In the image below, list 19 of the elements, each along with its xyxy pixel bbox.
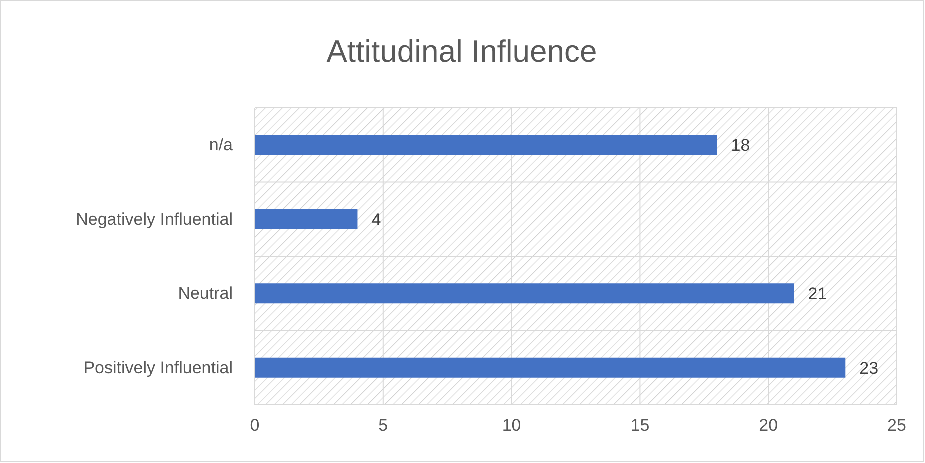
bar <box>255 284 794 304</box>
bar <box>255 135 718 156</box>
y-tick-label: Positively Influential <box>84 358 233 378</box>
x-tick-label: 0 <box>250 416 260 436</box>
y-tick-label: Negatively Influential <box>76 210 233 229</box>
x-tick-label: 5 <box>378 416 388 436</box>
bar <box>255 209 358 230</box>
x-tick-label: 20 <box>759 416 778 436</box>
data-label: 21 <box>808 284 828 304</box>
x-tick-label: 25 <box>888 416 906 436</box>
chart-title: Attitudinal Influence <box>326 34 598 69</box>
y-tick-label: n/a <box>209 136 234 155</box>
data-label: 23 <box>860 358 879 378</box>
x-tick-label: 15 <box>630 416 650 436</box>
x-tick-label: 10 <box>502 416 522 436</box>
bar <box>255 358 846 378</box>
data-label: 4 <box>372 210 382 230</box>
y-tick-label: Neutral <box>178 284 233 304</box>
data-label: 18 <box>731 136 750 156</box>
